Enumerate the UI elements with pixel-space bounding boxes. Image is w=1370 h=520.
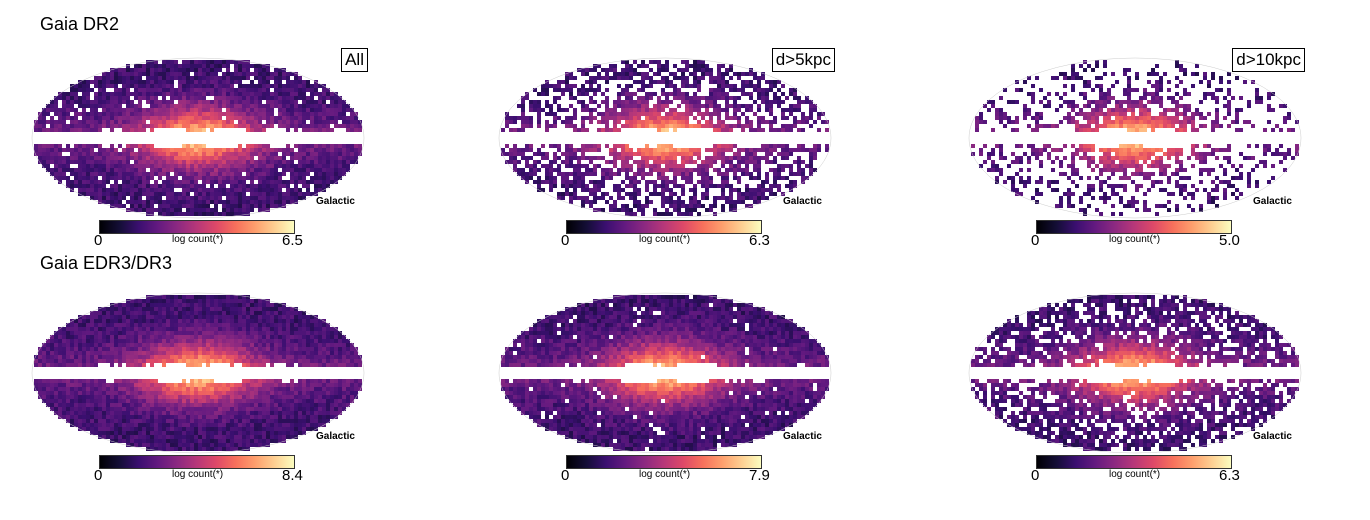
colorbar-max-label: 6.3 — [1219, 467, 1240, 484]
mollweide-sky-map — [498, 57, 832, 219]
row-title-edr3: Gaia EDR3/DR3 — [40, 253, 173, 273]
colorbar-axis-label: log count(*) — [639, 469, 691, 480]
colorbar — [99, 455, 295, 469]
colorbar-axis-label: log count(*) — [639, 234, 691, 245]
map-outline — [31, 57, 365, 219]
coordinate-system-label: Galactic — [783, 196, 822, 207]
map-outline — [498, 57, 832, 219]
map-outline — [968, 292, 1302, 454]
colorbar-max-label: 5.0 — [1219, 232, 1240, 249]
coordinate-system-label: Galactic — [316, 431, 355, 442]
colorbar — [566, 455, 762, 469]
mollweide-sky-map — [31, 57, 365, 219]
colorbar — [566, 220, 762, 234]
colorbar-min-label: 0 — [1031, 232, 1040, 249]
selection-label: d>5kpc — [771, 48, 835, 72]
coordinate-system-label: Galactic — [1253, 196, 1292, 207]
mollweide-sky-map — [31, 292, 365, 454]
colorbar-max-label: 8.4 — [282, 467, 303, 484]
colorbar-min-label: 0 — [94, 232, 103, 249]
colorbar-max-label: 6.5 — [282, 232, 303, 249]
colorbar-axis-label: log count(*) — [1109, 469, 1161, 480]
colorbar-min-label: 0 — [561, 232, 570, 249]
skymap-panel: d>5kpc Galactic 0 6.3 log count(*) — [497, 48, 877, 283]
colorbar-min-label: 0 — [1031, 467, 1040, 484]
mollweide-sky-map — [968, 57, 1302, 219]
skymap-panel: d>10kpc Galactic 0 5.0 log count(*) — [967, 48, 1347, 283]
skymap-panel: All Galactic 0 6.5 log count(*) — [30, 48, 410, 283]
map-outline — [498, 292, 832, 454]
colorbar — [1036, 220, 1232, 234]
colorbar-min-label: 0 — [94, 467, 103, 484]
colorbar-min-label: 0 — [561, 467, 570, 484]
mollweide-sky-map — [968, 292, 1302, 454]
coordinate-system-label: Galactic — [316, 196, 355, 207]
skymap-panel: Galactic 0 6.3 log count(*) — [967, 283, 1347, 518]
map-outline — [968, 57, 1302, 219]
selection-label: d>10kpc — [1232, 48, 1305, 72]
map-outline — [31, 292, 365, 454]
colorbar-axis-label: log count(*) — [1109, 234, 1161, 245]
skymap-panel: Galactic 0 7.9 log count(*) — [497, 283, 877, 518]
colorbar-axis-label: log count(*) — [172, 469, 224, 480]
colorbar-max-label: 7.9 — [749, 467, 770, 484]
colorbar-axis-label: log count(*) — [172, 234, 224, 245]
row-title-dr2: Gaia DR2 — [40, 14, 120, 34]
colorbar — [99, 220, 295, 234]
colorbar — [1036, 455, 1232, 469]
coordinate-system-label: Galactic — [783, 431, 822, 442]
colorbar-max-label: 6.3 — [749, 232, 770, 249]
skymap-panel: Galactic 0 8.4 log count(*) — [30, 283, 410, 518]
coordinate-system-label: Galactic — [1253, 431, 1292, 442]
mollweide-sky-map — [498, 292, 832, 454]
selection-label: All — [341, 48, 368, 72]
